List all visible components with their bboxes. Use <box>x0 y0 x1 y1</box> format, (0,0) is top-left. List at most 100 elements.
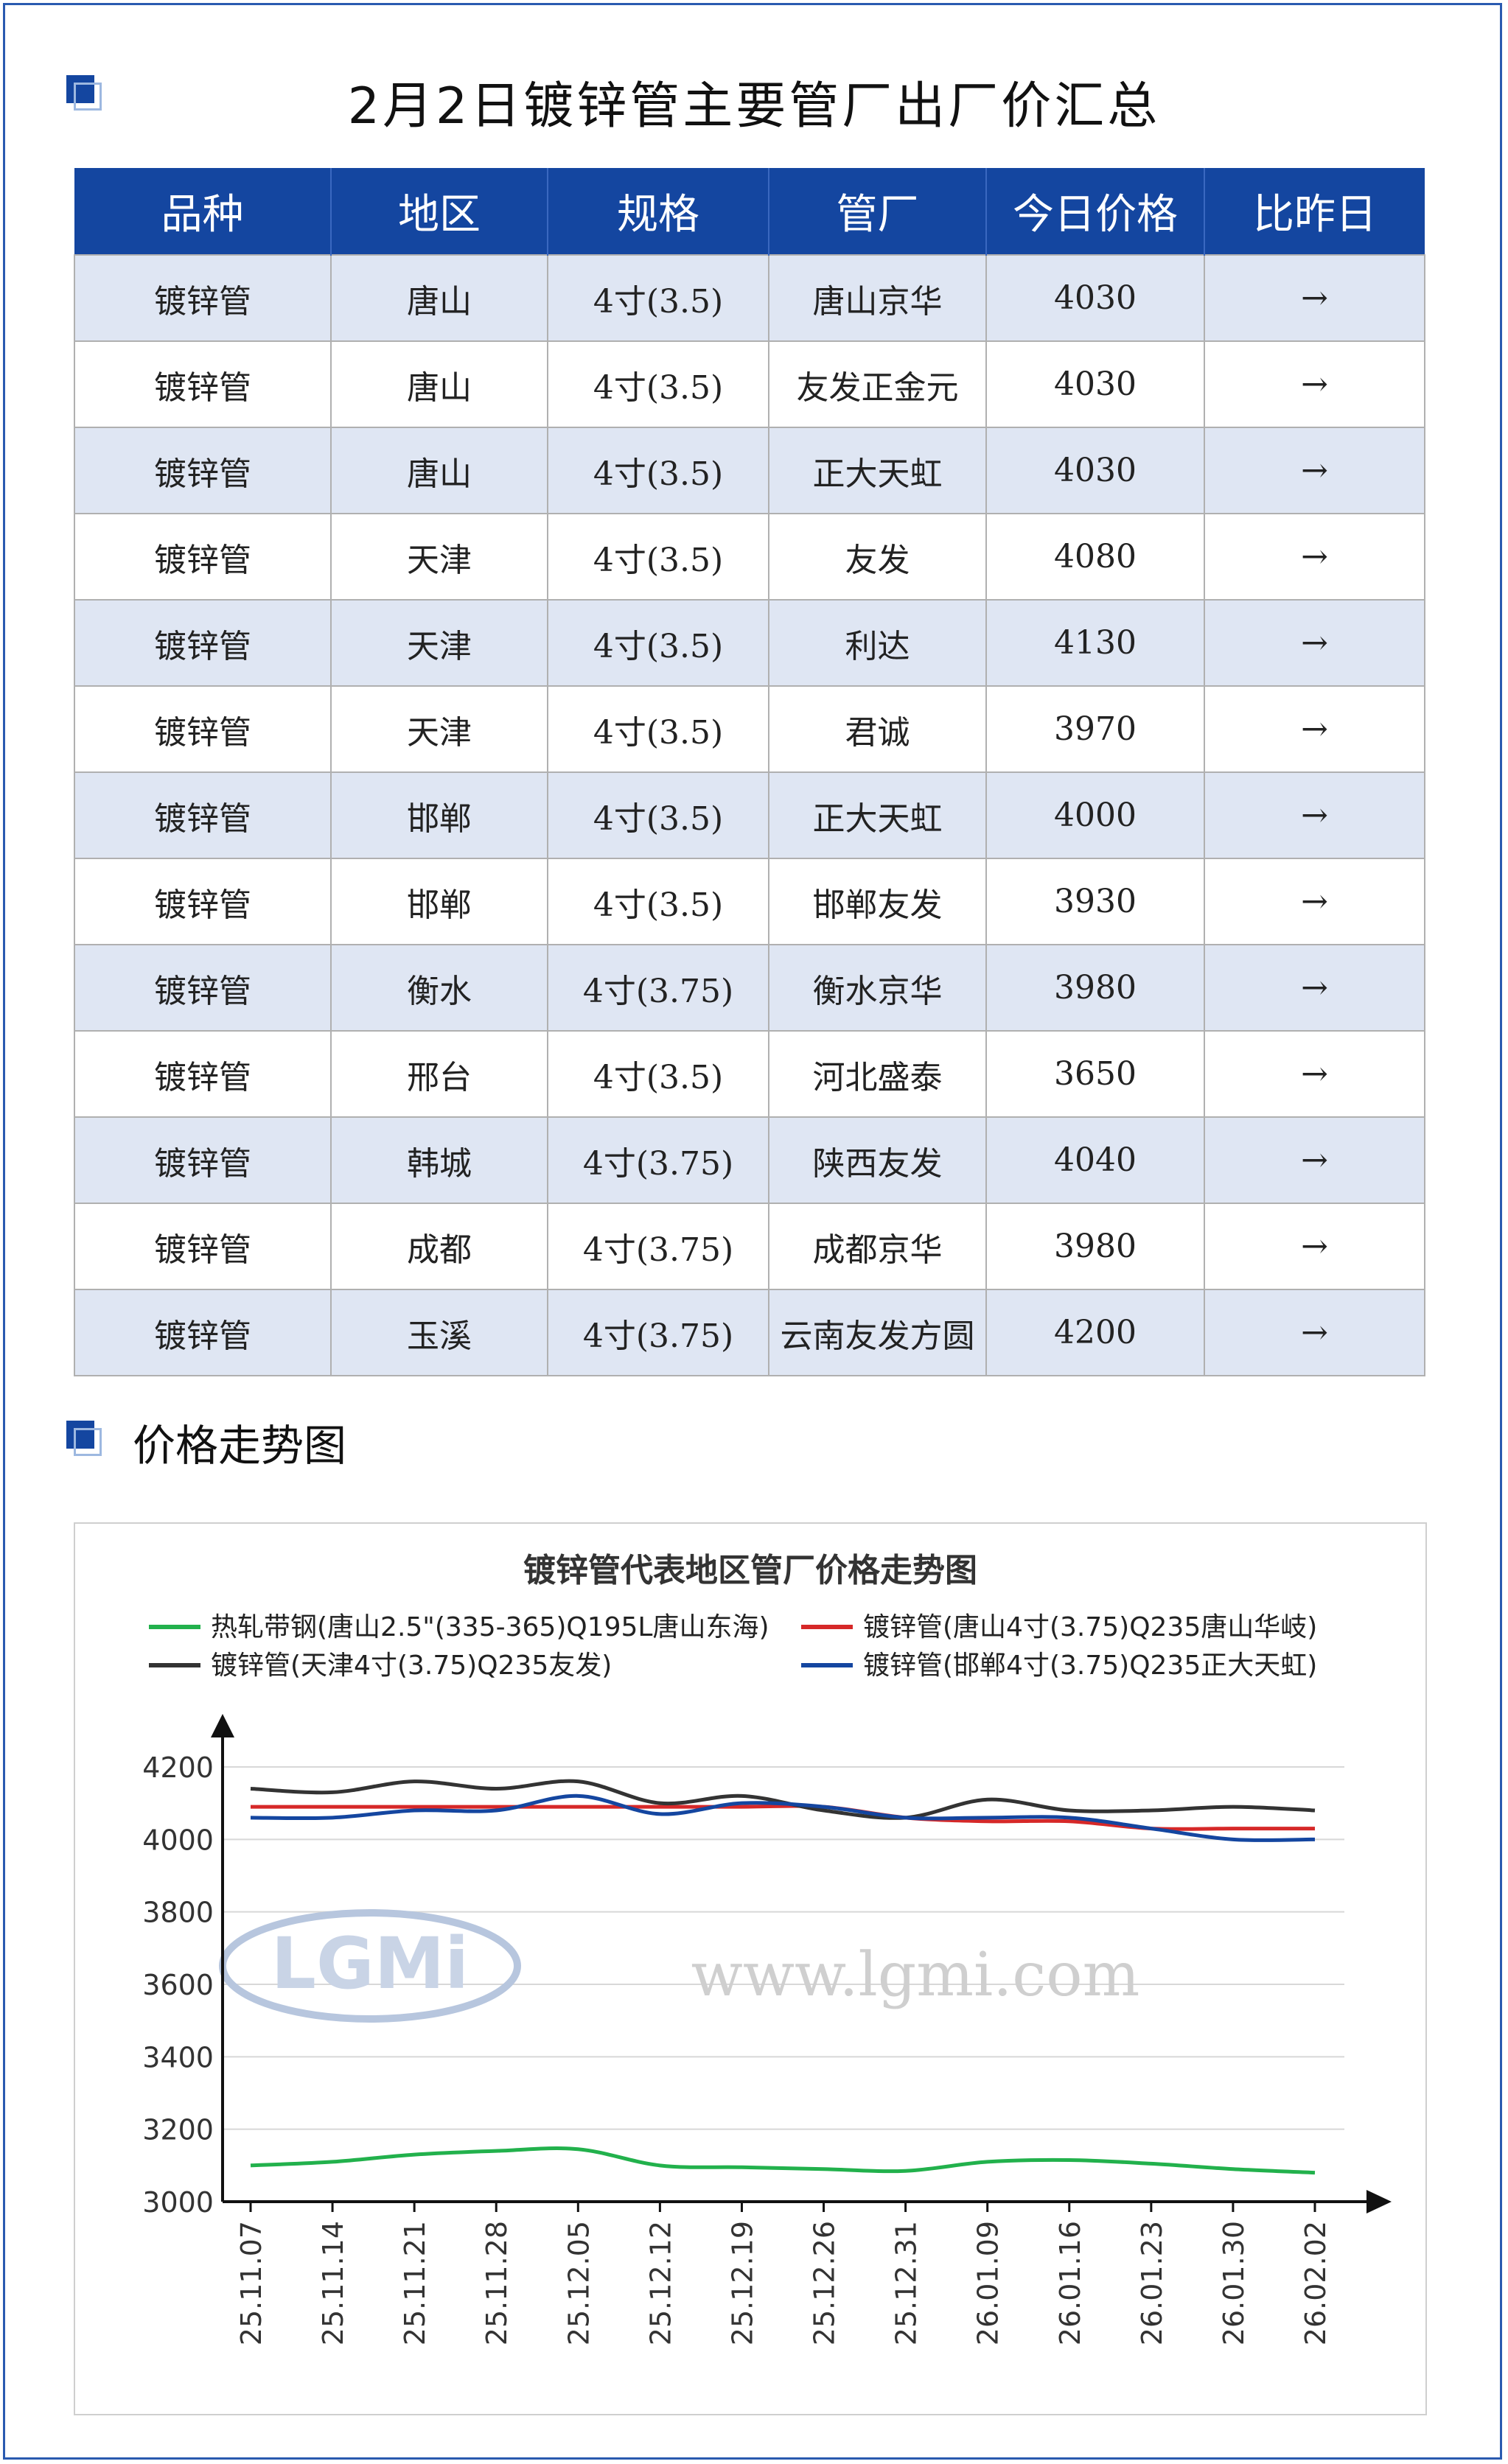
x-tick-label: 25.12.19 <box>726 2221 758 2345</box>
legend-label: 镀锌管(唐山4寸(3.75)Q235唐山华岐) <box>863 1612 1317 1642</box>
cell-variety: 镀锌管 <box>74 1116 332 1204</box>
lgmi-logo: LGMi <box>219 1909 521 2023</box>
cell-change: → <box>1204 858 1425 945</box>
cell-price: 4080 <box>985 513 1205 601</box>
chart-container: 镀锌管代表地区管厂价格走势图 热轧带钢(唐山2.5"(335-365)Q195L… <box>74 1522 1427 2415</box>
cell-price: 3930 <box>985 858 1205 945</box>
x-tick-label: 25.11.07 <box>235 2221 268 2345</box>
cell-region: 玉溪 <box>330 1289 548 1376</box>
legend-label: 热轧带钢(唐山2.5"(335-365)Q195L唐山东海) <box>211 1612 769 1642</box>
cell-mill: 利达 <box>768 599 987 687</box>
cell-spec: 4寸(3.5) <box>547 1030 769 1118</box>
cell-mill: 陕西友发 <box>768 1116 987 1204</box>
cell-price: 3980 <box>985 944 1205 1032</box>
cell-spec: 4寸(3.75) <box>547 1116 769 1204</box>
cell-price: 4030 <box>985 340 1205 428</box>
cell-spec: 4寸(3.5) <box>547 599 769 687</box>
x-tick-label: 25.11.21 <box>399 2221 431 2345</box>
x-tick-label: 26.02.02 <box>1299 2221 1332 2345</box>
table-row: 镀锌管 韩城 4寸(3.75) 陕西友发 4040 → <box>74 1116 1425 1204</box>
header-price: 今日价格 <box>986 168 1205 255</box>
table-row: 镀锌管 天津 4寸(3.5) 君诚 3970 → <box>74 685 1425 773</box>
cell-spec: 4寸(3.5) <box>547 685 769 773</box>
cell-region: 韩城 <box>330 1116 548 1204</box>
cell-region: 唐山 <box>330 427 548 514</box>
cell-change: → <box>1204 1116 1425 1204</box>
x-tick-label: 25.12.31 <box>890 2221 923 2345</box>
legend-label: 镀锌管(天津4寸(3.75)Q235友发) <box>211 1651 612 1681</box>
cell-mill: 正大天虹 <box>768 771 987 859</box>
cell-price: 3980 <box>985 1203 1205 1290</box>
cell-mill: 唐山京华 <box>768 254 987 342</box>
cell-variety: 镀锌管 <box>74 599 332 687</box>
table-row: 镀锌管 唐山 4寸(3.5) 唐山京华 4030 → <box>74 254 1425 342</box>
cell-change: → <box>1204 1289 1425 1376</box>
cell-mill: 君诚 <box>768 685 987 773</box>
x-tick-label: 26.01.09 <box>972 2221 1005 2345</box>
cell-variety: 镀锌管 <box>74 427 332 514</box>
x-axis-arrow-icon <box>1366 2190 1392 2213</box>
cell-spec: 4寸(3.75) <box>547 1289 769 1376</box>
cell-variety: 镀锌管 <box>74 1289 332 1376</box>
header-spec: 规格 <box>548 168 769 255</box>
series-line <box>250 2146 1316 2175</box>
table-row: 镀锌管 邯郸 4寸(3.5) 正大天虹 4000 → <box>74 771 1425 859</box>
cell-mill: 云南友发方圆 <box>768 1289 987 1376</box>
cell-variety: 镀锌管 <box>74 685 332 773</box>
y-tick-label: 3600 <box>142 1969 214 2001</box>
cell-change: → <box>1204 1030 1425 1118</box>
page-title: 2月2日镀锌管主要管厂出厂价汇总 <box>347 77 1161 136</box>
cell-change: → <box>1204 340 1425 428</box>
x-tick-label: 26.01.23 <box>1136 2221 1168 2345</box>
cell-variety: 镀锌管 <box>74 771 332 859</box>
cell-change: → <box>1204 599 1425 687</box>
cell-mill: 邯郸友发 <box>768 858 987 945</box>
cell-price: 4040 <box>985 1116 1205 1204</box>
cell-region: 邢台 <box>330 1030 548 1118</box>
cell-variety: 镀锌管 <box>74 944 332 1032</box>
cell-mill: 友发正金元 <box>768 340 987 428</box>
cell-region: 天津 <box>330 599 548 687</box>
cell-variety: 镀锌管 <box>74 1030 332 1118</box>
table-row: 镀锌管 天津 4寸(3.5) 利达 4130 → <box>74 599 1425 687</box>
chart-axes: 25.11.07 25.11.14 25.11.21 25.11.28 25.12.05… <box>211 1714 1392 2345</box>
table-row: 镀锌管 天津 4寸(3.5) 友发 4080 → <box>74 513 1425 601</box>
y-tick-label: 3800 <box>142 1897 214 1929</box>
table-row: 镀锌管 玉溪 4寸(3.75) 云南友发方圆 4200 → <box>74 1289 1425 1376</box>
cell-price: 3650 <box>985 1030 1205 1118</box>
cell-variety: 镀锌管 <box>74 254 332 342</box>
y-axis-arrow-icon <box>211 1714 234 1737</box>
table-header-row: 品种 地区 规格 管厂 今日价格 比昨日 <box>74 168 1425 255</box>
cell-region: 唐山 <box>330 340 548 428</box>
cell-variety: 镀锌管 <box>74 340 332 428</box>
cell-region: 邯郸 <box>330 771 548 859</box>
header-mill: 管厂 <box>769 168 987 255</box>
x-tick-label: 25.11.28 <box>481 2221 513 2345</box>
cell-mill: 衡水京华 <box>768 944 987 1032</box>
section-marker-icon <box>66 1421 103 1457</box>
cell-price: 4200 <box>985 1289 1205 1376</box>
watermark-logo-text: LGMi <box>271 1922 469 2005</box>
header-region: 地区 <box>331 168 548 255</box>
cell-region: 衡水 <box>330 944 548 1032</box>
table-row: 镀锌管 唐山 4寸(3.5) 正大天虹 4030 → <box>74 427 1425 514</box>
cell-change: → <box>1204 685 1425 773</box>
x-tick-label: 25.11.14 <box>317 2221 349 2345</box>
cell-mill: 河北盛泰 <box>768 1030 987 1118</box>
cell-change: → <box>1204 254 1425 342</box>
cell-change: → <box>1204 1203 1425 1290</box>
x-tick-label: 26.01.30 <box>1218 2221 1250 2345</box>
y-tick-label: 3000 <box>142 2186 214 2219</box>
cell-mill: 成都京华 <box>768 1203 987 1290</box>
cell-spec: 4寸(3.5) <box>547 340 769 428</box>
cell-region: 天津 <box>330 685 548 773</box>
cell-region: 唐山 <box>330 254 548 342</box>
table-row: 镀锌管 成都 4寸(3.75) 成都京华 3980 → <box>74 1203 1425 1290</box>
cell-change: → <box>1204 944 1425 1032</box>
cell-spec: 4寸(3.5) <box>547 254 769 342</box>
cell-region: 邯郸 <box>330 858 548 945</box>
header-variety: 品种 <box>74 168 332 255</box>
cell-change: → <box>1204 513 1425 601</box>
cell-spec: 4寸(3.5) <box>547 427 769 514</box>
y-tick-label: 4000 <box>142 1824 214 1856</box>
